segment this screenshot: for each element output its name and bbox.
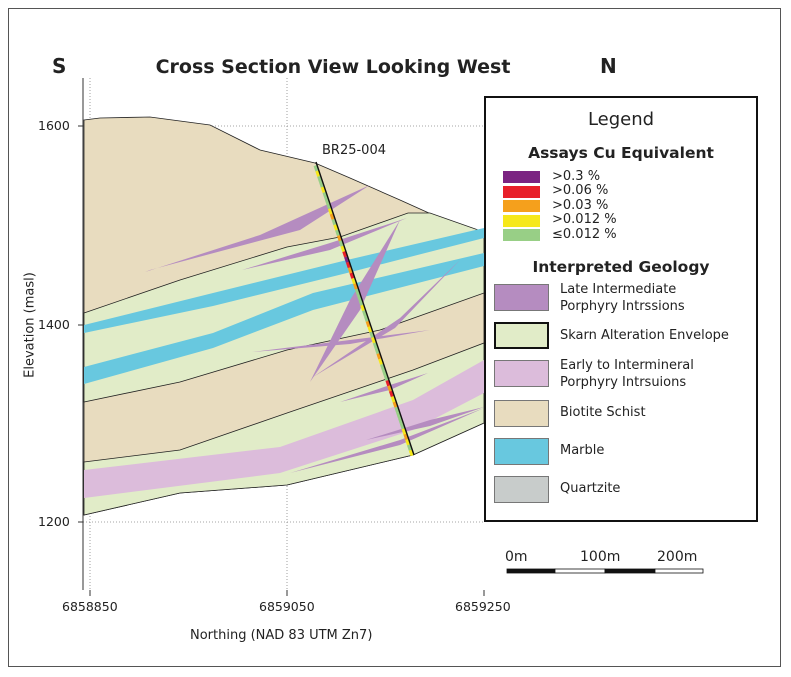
geology-legend-title: Interpreted Geology: [532, 258, 710, 276]
y-axis-label: Elevation (masl): [22, 272, 38, 378]
x-tick-label: 6859050: [259, 599, 315, 614]
legend: Legend Assays Cu Equivalent >0.3 % >0.06…: [484, 96, 758, 522]
north-label: N: [600, 54, 617, 78]
x-tick-label: 6858850: [62, 599, 118, 614]
y-tick-label: 1400: [38, 317, 70, 332]
geology-swatch: [494, 284, 549, 311]
assay-label: >0.06 %: [552, 183, 609, 198]
late-porphyry-lens: [310, 220, 400, 382]
y-tick-label: 1200: [38, 514, 70, 529]
geology-label: Porphyry Intrssions: [560, 299, 685, 314]
x-tick-label: 6859250: [455, 599, 511, 614]
assay-label: >0.03 %: [552, 198, 609, 213]
assay-swatch: [503, 215, 540, 227]
early-porphyry-intrusion: [84, 360, 484, 498]
assay-label: ≤0.012 %: [552, 227, 617, 242]
drillhole-line: [315, 161, 415, 456]
geology-label: Quartzite: [560, 481, 621, 496]
geology-label: Skarn Alteration Envelope: [560, 328, 729, 343]
legend-title: Legend: [587, 109, 655, 130]
assay-swatch: [503, 229, 540, 241]
figure-border: [8, 8, 781, 667]
geology-label: Porphyry Intrsuions: [560, 375, 687, 390]
geology-swatch: [494, 322, 549, 349]
late-porphyry-lens: [366, 407, 484, 440]
x-axis-ticks: [89, 590, 485, 596]
drillhole-label: BR25-004: [322, 143, 386, 158]
geology-label: Early to Intermineral: [560, 358, 694, 373]
assay-swatch: [503, 171, 540, 183]
scale-label-100: 100m: [580, 549, 621, 565]
late-porphyry-lenses: [145, 185, 484, 473]
geology-swatch: [494, 438, 549, 465]
figure-title: Cross Section View Looking West: [155, 56, 511, 78]
geology-units: [83, 116, 485, 516]
late-porphyry-lens: [340, 373, 428, 402]
south-label: S: [52, 54, 67, 78]
y-axis-ticks: [78, 125, 83, 523]
x-axis-label: Northing (NAD 83 UTM Zn7): [190, 628, 373, 643]
assay-label: >0.012 %: [552, 212, 617, 227]
marble-lower: [84, 253, 484, 384]
scale-label-0: 0m: [505, 549, 528, 565]
drillhole-trace: [313, 161, 415, 457]
geology-label: Biotite Schist: [560, 405, 646, 420]
assay-swatch: [503, 200, 540, 212]
scale-bar: [506, 568, 704, 574]
geology-swatch: [494, 476, 549, 503]
geology-label: Marble: [560, 443, 605, 458]
geology-swatch: [494, 400, 549, 427]
assays-legend-title: Assays Cu Equivalent: [528, 144, 714, 162]
y-tick-label: 1600: [38, 118, 70, 133]
assay-swatch: [503, 186, 540, 198]
scale-label-200: 200m: [657, 549, 698, 565]
geology-label: Late Intermediate: [560, 282, 677, 297]
assay-label: >0.3 %: [552, 169, 601, 184]
geology-swatch: [494, 360, 549, 387]
